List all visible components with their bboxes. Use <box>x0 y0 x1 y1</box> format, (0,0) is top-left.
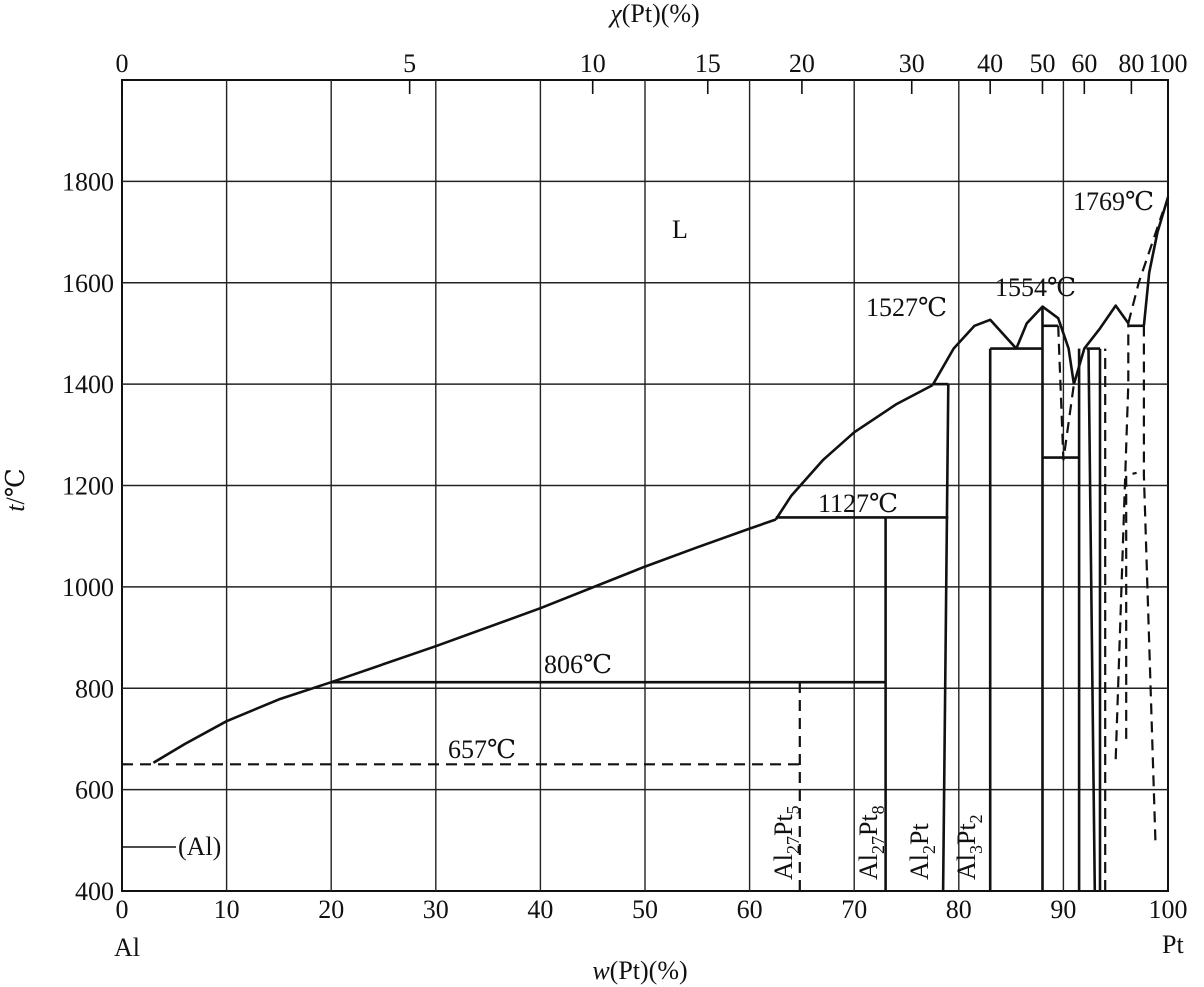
top-tick-label: 40 <box>977 49 1003 78</box>
top-tick-label: 60 <box>1071 49 1097 78</box>
x-tick-label: 30 <box>423 895 449 924</box>
phase-label-al3pt2: Al3Pt2 <box>952 814 986 880</box>
x-tick-label: 10 <box>214 895 240 924</box>
grid-lines <box>121 79 1169 892</box>
y-tick-label: 600 <box>75 776 114 805</box>
phase-boundaries <box>122 196 1170 892</box>
boundary-dashed-95b <box>1125 471 1137 739</box>
boundary-liquidus-peak3 <box>1072 304 1130 385</box>
boundary-liquidus-mid <box>774 383 934 521</box>
top-tick-label: 0 <box>116 49 129 78</box>
y-axis-title: t/℃ <box>1 468 30 512</box>
top-tick-label: 15 <box>695 49 721 78</box>
x-tick-label: 100 <box>1149 895 1188 924</box>
top-tick-label: 5 <box>403 49 416 78</box>
left-end-label-al: Al <box>114 933 140 962</box>
y-tick-label: 1600 <box>62 269 114 298</box>
phase-label-al27pt8: Al27Pt8 <box>854 805 888 880</box>
y-tick-label: 1800 <box>62 167 114 196</box>
top-axis-title-rest: (Pt)(%) <box>622 0 700 28</box>
right-end-label-pt: Pt <box>1162 930 1184 959</box>
phase-label-liquid: L <box>672 215 688 244</box>
top-tick-label: 30 <box>899 49 925 78</box>
phase-label-al2pt: Al2Pt <box>905 823 939 880</box>
boundary-liquidus-al3pt2 <box>931 318 1018 386</box>
phase-label-al-solid: (Al) <box>178 832 221 861</box>
x-tick-label: 50 <box>632 895 658 924</box>
x-tick-label: 90 <box>1050 895 1076 924</box>
y-tick-label: 800 <box>75 674 114 703</box>
y-tick-label: 1000 <box>62 573 114 602</box>
boundary-dashed-right <box>1142 325 1157 841</box>
y-tick-label: 1200 <box>62 472 114 501</box>
temp-label-1769: 1769℃ <box>1073 187 1154 216</box>
y-tick-label: 1400 <box>62 370 114 399</box>
x-tick-label: 80 <box>946 895 972 924</box>
axis-ticks: 0 10 20 30 40 50 60 70 80 90 100400600800100012001… <box>62 49 1188 924</box>
top-tick-label: 20 <box>789 49 815 78</box>
boundary-dashed-95a <box>1114 323 1130 760</box>
boundary-al2pt-solid <box>941 384 950 892</box>
x-tick-label: 70 <box>841 895 867 924</box>
x-tick-label: 0 <box>116 895 129 924</box>
boundary-liquidus-right <box>1142 196 1170 326</box>
x-tick-label: 20 <box>318 895 344 924</box>
boundary-dashed-89 <box>1057 325 1075 461</box>
boundary-liquidus-left <box>152 518 777 764</box>
temp-label-1554: 1554℃ <box>995 273 1076 302</box>
temp-label-657: 657℃ <box>448 735 516 764</box>
top-tick-label: 50 <box>1029 49 1055 78</box>
temp-label-1527: 1527℃ <box>866 293 947 322</box>
boundary-phase-93-solid <box>1087 348 1097 892</box>
boundary-liquidus-peak2 <box>1015 305 1076 385</box>
bottom-axis-title: w(Pt)(%) <box>592 956 687 985</box>
top-tick-label: 100 <box>1149 49 1188 78</box>
top-tick-label: 80 <box>1118 49 1144 78</box>
boundary-dashed-peak3 <box>1127 211 1164 324</box>
top-tick-label: 10 <box>580 49 606 78</box>
top-axis-title: χ(Pt)(%) <box>607 0 699 28</box>
temp-label-806: 806℃ <box>544 650 612 679</box>
phase-label-al27pt5: Al27Pt5 <box>769 805 803 880</box>
y-tick-label: 400 <box>75 877 114 906</box>
temp-label-1127: 1127℃ <box>818 489 898 518</box>
x-tick-label: 40 <box>527 895 553 924</box>
x-tick-label: 60 <box>737 895 763 924</box>
